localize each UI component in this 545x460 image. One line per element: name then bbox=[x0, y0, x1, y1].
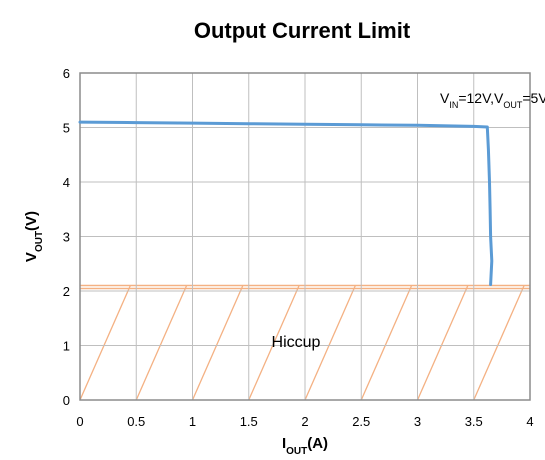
y-tick-label: 5 bbox=[63, 121, 70, 136]
hatch-line bbox=[529, 398, 530, 400]
x-axis-label: IOUT(A) bbox=[282, 435, 328, 457]
series-line bbox=[78, 120, 494, 286]
x-tick-label: 2 bbox=[301, 414, 308, 429]
condition-annotation: VIN=12V,VOUT=5V bbox=[440, 90, 545, 110]
hatch-line bbox=[360, 285, 413, 400]
x-tick-label: 0.5 bbox=[127, 414, 145, 429]
y-tick-label: 6 bbox=[63, 66, 70, 81]
y-tick-label: 1 bbox=[63, 339, 70, 354]
hiccup-label: Hiccup bbox=[272, 334, 321, 351]
hatch-line bbox=[304, 285, 356, 400]
x-tick-label: 3.5 bbox=[465, 414, 483, 429]
x-tick-label: 3 bbox=[414, 414, 421, 429]
y-tick-label: 2 bbox=[63, 284, 70, 299]
hatch-line bbox=[0, 286, 18, 400]
hatch-line bbox=[416, 285, 469, 400]
y-tick-label: 0 bbox=[63, 393, 70, 408]
y-tick-label: 3 bbox=[63, 230, 70, 245]
axis-ticks: 0 0.5 1 1.5 2 2.5 3 3.5 4 0 1 2 3 4 5 6 bbox=[63, 66, 534, 429]
hatch-line bbox=[473, 285, 525, 400]
hatch-line bbox=[80, 285, 131, 400]
x-tick-label: 1.5 bbox=[240, 414, 258, 429]
x-tick-label: 0 bbox=[76, 414, 83, 429]
y-axis-label: VOUT(V) bbox=[23, 211, 45, 262]
chart-title: Output Current Limit bbox=[194, 18, 411, 43]
hatch-line bbox=[135, 285, 188, 400]
x-tick-label: 1 bbox=[189, 414, 196, 429]
hatch-line bbox=[248, 285, 300, 400]
series-layer bbox=[78, 120, 494, 286]
y-tick-label: 4 bbox=[63, 175, 70, 190]
hatch-line bbox=[191, 285, 244, 400]
x-tick-label: 2.5 bbox=[352, 414, 370, 429]
plot-area bbox=[79, 72, 531, 401]
x-tick-label: 4 bbox=[526, 414, 533, 429]
